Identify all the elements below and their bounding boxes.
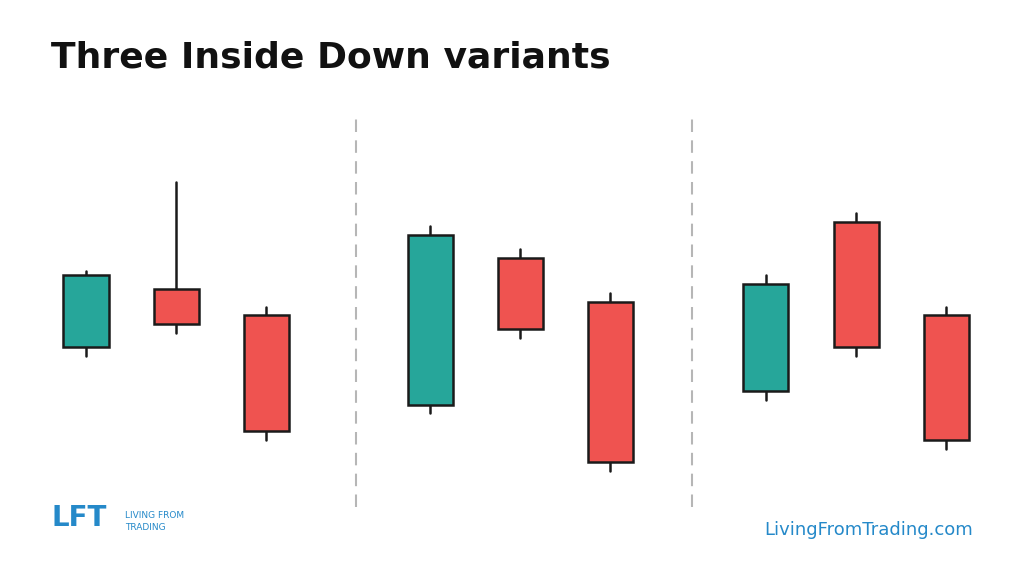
Bar <box>743 285 788 391</box>
Text: LivingFromTrading.com: LivingFromTrading.com <box>764 521 973 539</box>
Bar <box>924 316 969 440</box>
Bar <box>244 316 289 431</box>
Bar <box>834 222 879 347</box>
Text: Three Inside Down variants: Three Inside Down variants <box>51 40 611 74</box>
Bar <box>154 289 199 324</box>
Bar <box>498 257 543 329</box>
Bar <box>63 275 109 347</box>
Text: LIVING FROM
TRADING: LIVING FROM TRADING <box>125 510 184 532</box>
Bar <box>408 236 453 404</box>
Text: LFT: LFT <box>51 505 106 532</box>
Bar <box>588 302 633 463</box>
